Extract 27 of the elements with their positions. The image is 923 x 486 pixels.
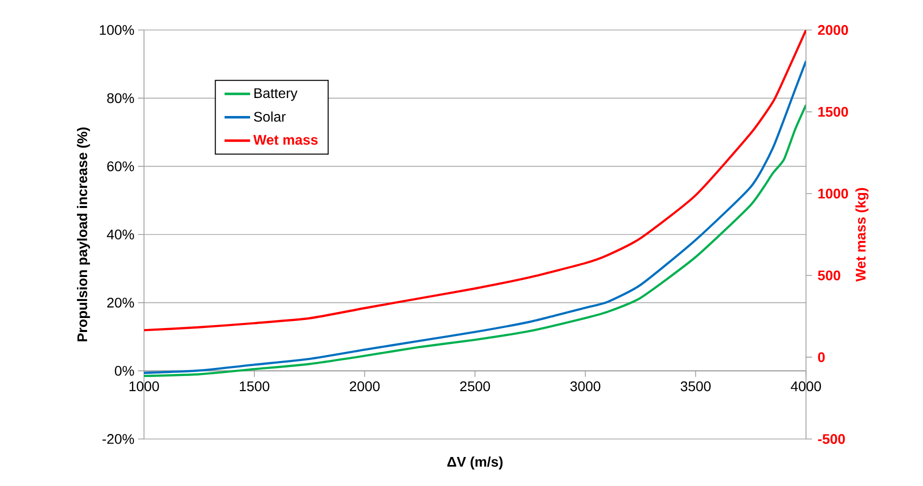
y-tick-label: 100% bbox=[100, 25, 134, 35]
legend-label: Solar bbox=[254, 111, 286, 122]
legend-label: Wet mass bbox=[253, 135, 318, 145]
x-tick-label: 2000 bbox=[350, 381, 380, 392]
y2-tick-label: 0 bbox=[818, 352, 825, 362]
y-tick-label: 40% bbox=[106, 230, 134, 240]
x-tick-label: 2500 bbox=[460, 381, 490, 392]
y2-axis-title: Wet mass (kg) bbox=[855, 188, 868, 282]
y-tick-label: 80% bbox=[107, 93, 134, 104]
y2-tick-label: 1000 bbox=[818, 188, 848, 199]
y2-tick-label: 500 bbox=[818, 270, 840, 280]
y2-tick-label: 2000 bbox=[818, 25, 848, 35]
x-tick-label: 3000 bbox=[570, 381, 600, 392]
x-tick-label: 4000 bbox=[790, 381, 821, 392]
y-tick-label: 0% bbox=[114, 366, 134, 376]
y2-tick-label: 1500 bbox=[818, 106, 848, 117]
y-tick-label: -20% bbox=[102, 434, 134, 444]
y-axis-title: Propulsion payload increase (%) bbox=[76, 127, 90, 342]
y-tick-label: 60% bbox=[107, 161, 134, 172]
legend-label: Battery bbox=[254, 88, 298, 101]
x-tick-label: 1500 bbox=[240, 381, 270, 392]
x-axis-title: ΔV (m/s) bbox=[447, 456, 503, 470]
y2-tick-label: -500 bbox=[818, 434, 845, 444]
y-tick-label: 20% bbox=[107, 298, 134, 308]
x-tick-label: 3500 bbox=[680, 381, 711, 392]
x-tick-label: 1000 bbox=[130, 381, 159, 392]
line-series bbox=[144, 30, 806, 332]
